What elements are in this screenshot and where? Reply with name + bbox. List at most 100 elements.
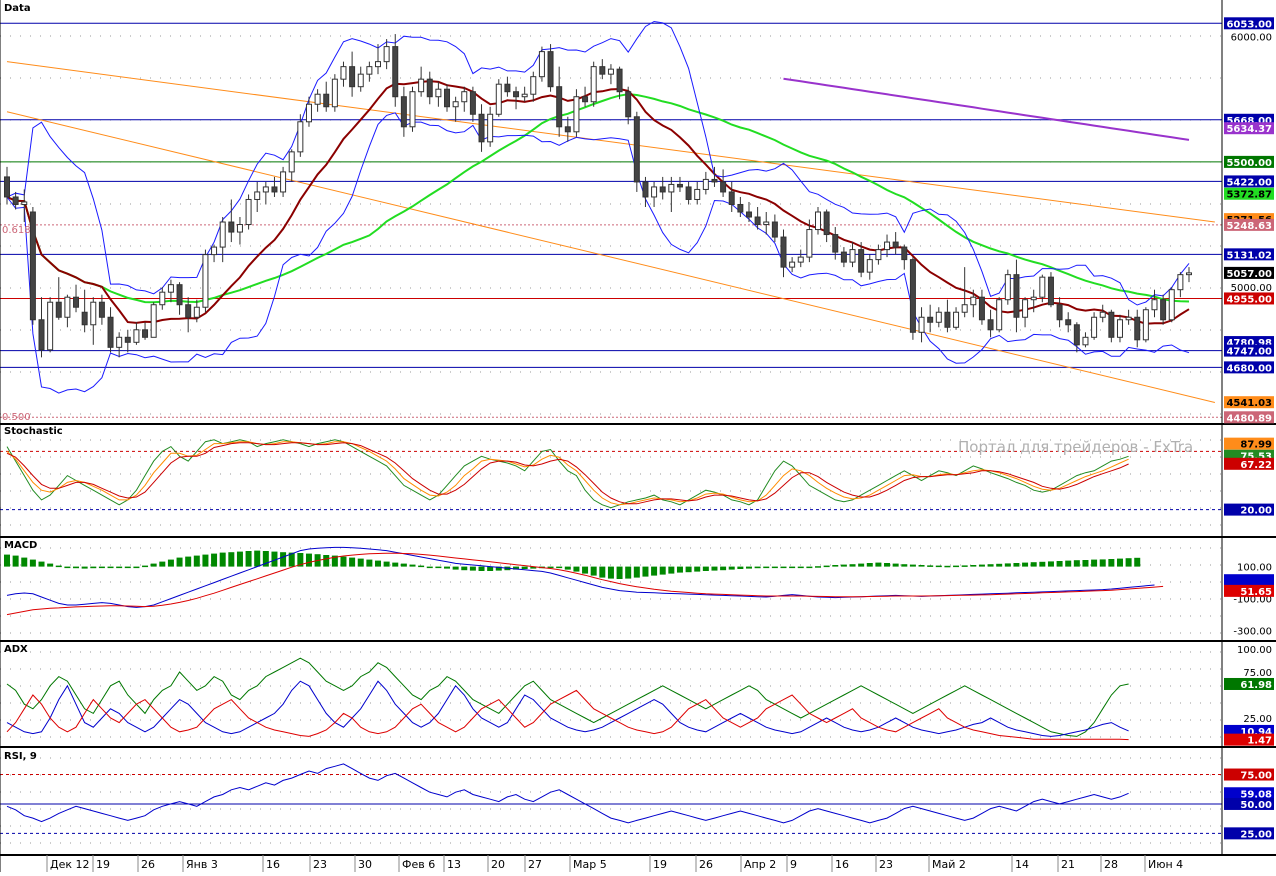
price-marker: 6053.00 — [1224, 17, 1274, 30]
candle-body — [55, 301, 62, 318]
x-axis-label: 23 — [879, 858, 893, 871]
x-axis: Дек 12 19 26 Янв 3 16 23 30 Фев 6 13 20 27 Мар 5 19 2… — [46, 855, 1183, 872]
macd-histogram-bar — [435, 566, 442, 569]
candle-body — [340, 66, 347, 80]
macd-histogram-bar — [935, 565, 942, 568]
macd-histogram-bar — [806, 566, 813, 569]
candle-body — [582, 96, 589, 103]
candle-body — [1065, 319, 1072, 326]
candle-body — [1125, 316, 1132, 321]
macd-histogram-bar — [901, 564, 908, 567]
macd-histogram-bar — [349, 557, 356, 567]
candle-body — [1082, 336, 1089, 346]
x-axis-label: 30 — [358, 858, 372, 871]
candle-body — [73, 296, 80, 308]
macd-histogram-bar — [668, 566, 675, 574]
macd-histogram-bar — [271, 551, 278, 567]
adx-marker-text: 61.98 — [1240, 680, 1272, 691]
macd-histogram-bar — [1022, 562, 1029, 567]
macd-histogram-bar — [228, 552, 235, 567]
stoch-d1-line — [6, 441, 1129, 506]
stoch-marker: 67.22 — [1224, 457, 1274, 471]
candle-body — [590, 66, 597, 103]
candle-body — [280, 171, 287, 193]
candle-body — [314, 93, 321, 105]
ma-long-line — [783, 77, 1190, 141]
price-marker-bg — [1224, 266, 1274, 279]
candle-body — [806, 229, 813, 258]
macd-histogram-bar — [789, 566, 796, 569]
candle-body — [607, 68, 614, 75]
macd-histogram-bar — [452, 566, 459, 570]
macd-histogram-bar — [374, 560, 381, 567]
candle-body — [659, 186, 666, 193]
adx-marker-text: 1.47 — [1247, 736, 1272, 747]
price-marker-text: 5248.63 — [1226, 221, 1272, 232]
x-axis-label: Фев 6 — [402, 858, 435, 871]
price-marker-bg — [1224, 218, 1274, 231]
macd-histogram-bar — [849, 564, 856, 567]
candle-body — [823, 211, 830, 236]
stoch-marker-text: 67.22 — [1240, 460, 1272, 471]
candle-body — [357, 73, 364, 88]
channel-upper-line — [6, 61, 1215, 223]
macd-histogram-bar — [840, 564, 847, 567]
x-axis-label: 23 — [313, 858, 327, 871]
macd-histogram-bar — [487, 566, 494, 571]
price-marker-bg — [1224, 122, 1274, 135]
macd-histogram-bar — [262, 551, 269, 567]
candle-body — [4, 176, 10, 198]
macd-histogram-bar — [323, 555, 330, 567]
stoch-d2-line — [6, 442, 1129, 505]
macd-histogram-bar — [582, 566, 589, 574]
candle-body — [599, 66, 606, 75]
di-plus-line — [6, 680, 1129, 737]
candle-body — [444, 88, 451, 108]
x-axis-label: Май 2 — [932, 858, 966, 871]
price-marker-text: 5634.37 — [1226, 124, 1272, 135]
candle-body — [1091, 316, 1098, 338]
macd-histogram-bar — [823, 565, 830, 568]
macd-histogram-bar — [599, 566, 606, 578]
candle-body — [685, 186, 692, 200]
price-axis-tick: 5000.00 — [1231, 283, 1272, 294]
macd-panel — [4, 546, 1164, 616]
macd-histogram-bar — [12, 555, 19, 567]
x-axis-label: 26 — [141, 858, 155, 871]
macd-histogram-bar — [694, 566, 701, 572]
rsi-marker-text: 25.00 — [1240, 829, 1272, 840]
rsi-marker: 25.00 — [1224, 827, 1274, 840]
candle-body — [789, 261, 796, 268]
macd-histogram-bar — [1125, 558, 1132, 567]
candle-body — [702, 178, 709, 190]
candle-body — [487, 113, 494, 143]
candle-body — [116, 336, 123, 348]
candle-body — [47, 301, 54, 351]
x-axis-label: 21 — [1061, 858, 1075, 871]
candle-body — [668, 183, 675, 193]
macd-histogram-bar — [1134, 557, 1141, 567]
macd-axis-tick: -300.00 — [1233, 627, 1272, 638]
macd-histogram-bar — [1047, 561, 1054, 567]
candle-body — [935, 311, 942, 323]
candle-body — [840, 251, 847, 263]
candle-body — [780, 236, 787, 268]
candle-body — [176, 284, 183, 306]
rsi-marker-bg — [1224, 827, 1274, 840]
adx-axis-tick: 100.00 — [1237, 645, 1272, 656]
macd-histogram-bar — [676, 566, 683, 573]
candle-body — [392, 46, 399, 98]
candle-body — [1013, 274, 1020, 318]
rsi-marker-text: 75.00 — [1240, 771, 1272, 782]
macd-histogram-bar — [495, 566, 502, 571]
macd-histogram-bar — [1082, 560, 1089, 567]
price-marker: 5131.02 — [1224, 248, 1274, 261]
macd-histogram-bar — [953, 565, 960, 568]
stoch-marker-text: 87.99 — [1240, 440, 1272, 451]
candle-body — [676, 183, 683, 188]
stoch-marker-text: 75.53 — [1240, 452, 1272, 463]
x-axis-label: 20 — [491, 858, 505, 871]
macd-histogram-bar — [642, 566, 649, 577]
rsi-marker-bg — [1224, 787, 1274, 800]
